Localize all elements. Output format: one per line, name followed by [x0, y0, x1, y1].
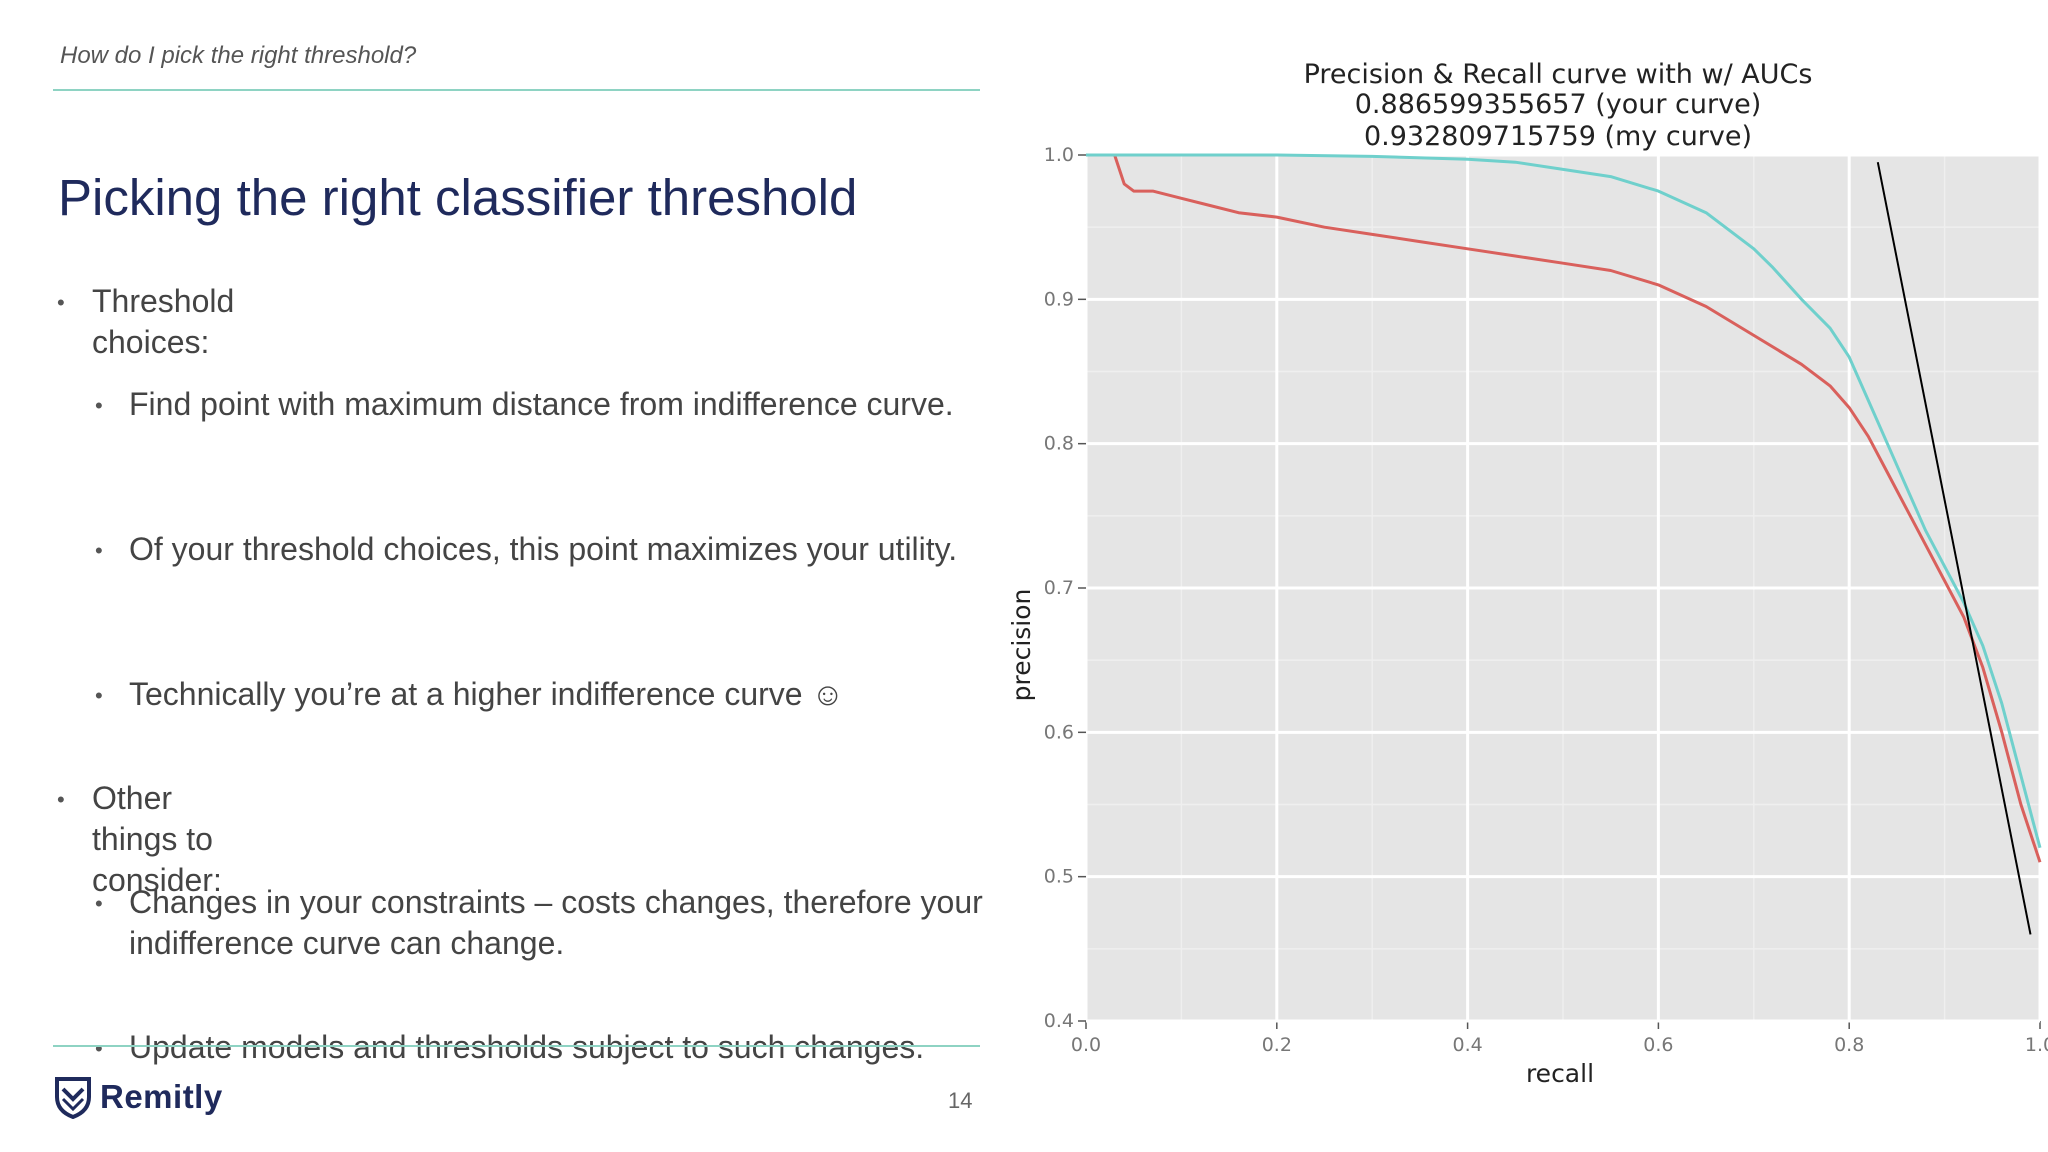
- chart-subtitle-your-curve: 0.886599355657 (your curve): [1355, 89, 1762, 120]
- my-curve-line: [1086, 153, 2042, 849]
- chart-subtitle-my-curve: 0.932809715759 (my curve): [1364, 121, 1752, 152]
- bullet-text: Update models and thresholds subject to …: [129, 1029, 925, 1065]
- bullet-dot: •: [95, 683, 103, 708]
- bullet-dot: •: [95, 538, 103, 563]
- y-tick-label: 1.0: [1044, 144, 1074, 166]
- x-tick-label: 0.4: [1452, 1034, 1482, 1056]
- bullet-text: Threshold choices:: [92, 283, 235, 360]
- section-kicker: How do I pick the right threshold?: [60, 42, 417, 69]
- bullet-dot: •: [95, 891, 103, 916]
- x-tick-label: 0.6: [1643, 1034, 1673, 1056]
- bullet-text: Find point with maximum distance from in…: [129, 386, 954, 422]
- page-number: 14: [948, 1088, 973, 1113]
- bullet-text: Other things to consider:: [92, 780, 222, 898]
- y-tick-label: 0.4: [1044, 1010, 1074, 1032]
- slide-title: Picking the right classifier threshold: [58, 169, 858, 226]
- x-tick-label: 0.8: [1834, 1034, 1864, 1056]
- bullet-dot: •: [95, 393, 103, 418]
- bullet-other-things: • Other things to consider:: [57, 778, 222, 901]
- bullet-threshold-choices: • Threshold choices:: [57, 281, 235, 363]
- shield-logo-icon: [55, 1077, 91, 1119]
- y-tick-label: 0.8: [1044, 433, 1074, 455]
- chart-title: Precision & Recall curve with w/ AUCs: [1304, 59, 1813, 90]
- bullet-dot: •: [57, 290, 65, 315]
- header-divider: [53, 89, 980, 91]
- precision-recall-chart: Precision & Recall curve with w/ AUCs 0.…: [1007, 59, 2048, 1088]
- bullet-text: Of your threshold choices, this point ma…: [129, 531, 958, 567]
- bullet-text: Technically you’re at a higher indiffere…: [129, 676, 845, 712]
- indifference-line: [1876, 162, 2032, 935]
- brand-logo: Remitly: [54, 1075, 223, 1119]
- bullet-constraints-change: • Changes in your constraints – costs cha…: [95, 882, 989, 964]
- x-tick-label: 1.0: [2025, 1034, 2048, 1056]
- bullet-max-distance: • Find point with maximum distance from i…: [95, 384, 989, 425]
- x-tick-label: 0.0: [1071, 1034, 1101, 1056]
- bullet-higher-curve: • Technically you’re at a higher indiffer…: [95, 674, 989, 715]
- y-tick-label: 0.7: [1044, 577, 1074, 599]
- y-tick-label: 0.5: [1044, 866, 1074, 888]
- bullet-text: Changes in your constraints – costs chan…: [129, 884, 983, 961]
- bullet-dot: •: [57, 787, 65, 812]
- bullet-maximizes-utility: • Of your threshold choices, this point m…: [95, 529, 989, 570]
- y-axis-label: precision: [1007, 589, 1036, 702]
- x-tick-label: 0.2: [1262, 1034, 1292, 1056]
- brand-name: Remitly: [100, 1078, 223, 1115]
- footer-divider: [53, 1045, 980, 1047]
- y-tick-label: 0.6: [1044, 721, 1074, 743]
- bullet-update-models: • Update models and thresholds subject to…: [95, 1027, 989, 1068]
- x-axis-label: recall: [1526, 1059, 1594, 1088]
- bullet-dot: •: [95, 1036, 103, 1061]
- y-tick-label: 0.9: [1044, 288, 1074, 310]
- your-curve-line: [1086, 153, 2042, 863]
